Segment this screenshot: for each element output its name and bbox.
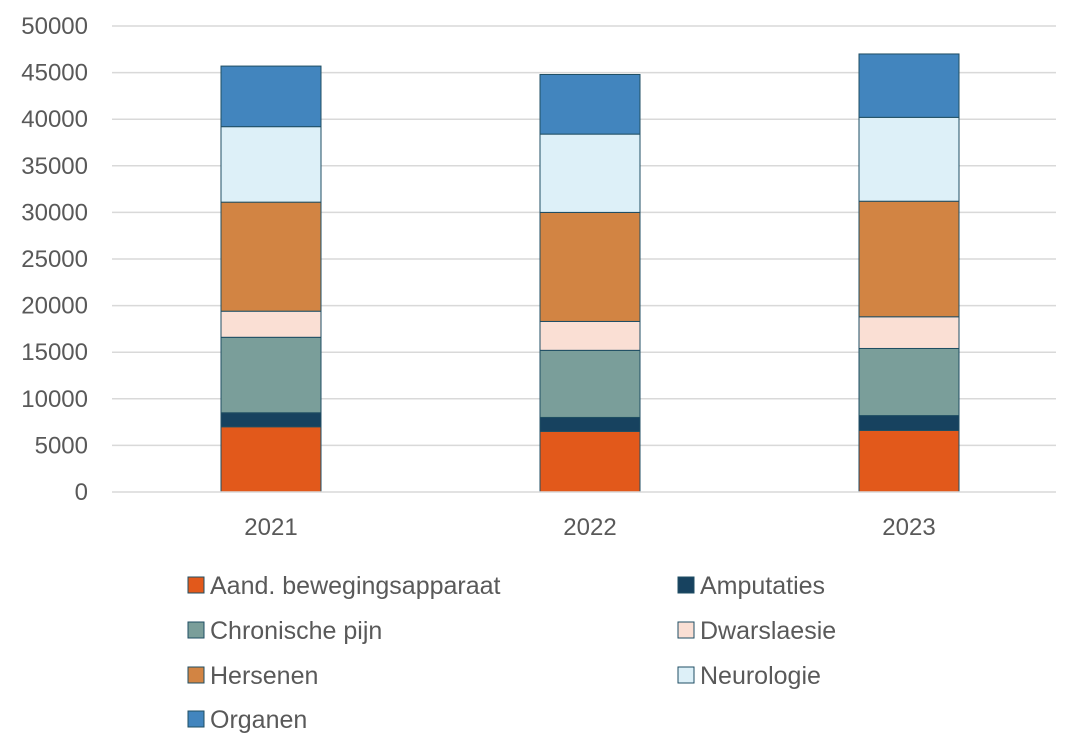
y-axis-tick-labels: 0 5000 10000 15000 20000 25000 30000 35000 40000…	[21, 13, 88, 506]
bar-segment	[220, 426, 322, 493]
bar-segment	[858, 200, 960, 318]
legend-label: Amputaties	[700, 572, 825, 600]
legend-swatch	[187, 621, 205, 639]
legend-swatch	[187, 576, 205, 594]
y-tick-label: 10000	[21, 386, 88, 413]
legend-label: Hersenen	[210, 662, 318, 690]
y-tick-label: 30000	[21, 199, 88, 226]
x-tick-label: 2022	[563, 514, 616, 541]
bar-segment	[539, 211, 641, 322]
x-tick-label: 2021	[244, 514, 297, 541]
y-tick-label: 0	[75, 479, 88, 506]
y-tick-label: 15000	[21, 339, 88, 366]
legend-swatch	[677, 666, 695, 684]
bar-segment	[220, 201, 322, 312]
y-tick-label: 50000	[21, 13, 88, 40]
bars	[220, 53, 960, 493]
x-tick-label: 2023	[882, 514, 935, 541]
bar-segment	[220, 412, 322, 428]
legend-label: Dwarslaesie	[700, 617, 836, 645]
legend-swatch	[187, 666, 205, 684]
legend-label: Aand. bewegingsapparaat	[210, 572, 501, 600]
bar-segment	[858, 316, 960, 349]
y-tick-label: 35000	[21, 153, 88, 180]
bar-segment	[539, 416, 641, 432]
bar-segment	[220, 126, 322, 203]
bar-segment	[539, 133, 641, 213]
legend-label: Neurologie	[700, 662, 821, 690]
bar-segment	[220, 310, 322, 338]
y-tick-label: 45000	[21, 60, 88, 87]
y-tick-label: 40000	[21, 106, 88, 133]
bar-segment	[858, 116, 960, 202]
bar-segment	[220, 65, 322, 128]
legend-swatch	[187, 710, 205, 728]
bar-segment	[858, 53, 960, 118]
legend-swatch	[677, 621, 695, 639]
bar-segment	[220, 336, 322, 414]
bar-segment	[858, 347, 960, 417]
legend-label: Chronische pijn	[210, 617, 382, 645]
legend-swatch	[677, 576, 695, 594]
y-tick-label: 5000	[35, 432, 88, 459]
bar-segment	[539, 349, 641, 418]
y-tick-label: 20000	[21, 293, 88, 320]
legend: Aand. bewegingsapparaat Amputaties Chronis…	[187, 572, 836, 734]
bar-segment	[539, 430, 641, 493]
x-axis-tick-labels: 2021 2022 2023	[244, 514, 935, 541]
bar-segment	[858, 415, 960, 431]
legend-label: Organen	[210, 706, 307, 734]
bar-segment	[858, 429, 960, 493]
bar-segment	[539, 73, 641, 135]
y-tick-label: 25000	[21, 246, 88, 273]
bar-segment	[539, 320, 641, 351]
